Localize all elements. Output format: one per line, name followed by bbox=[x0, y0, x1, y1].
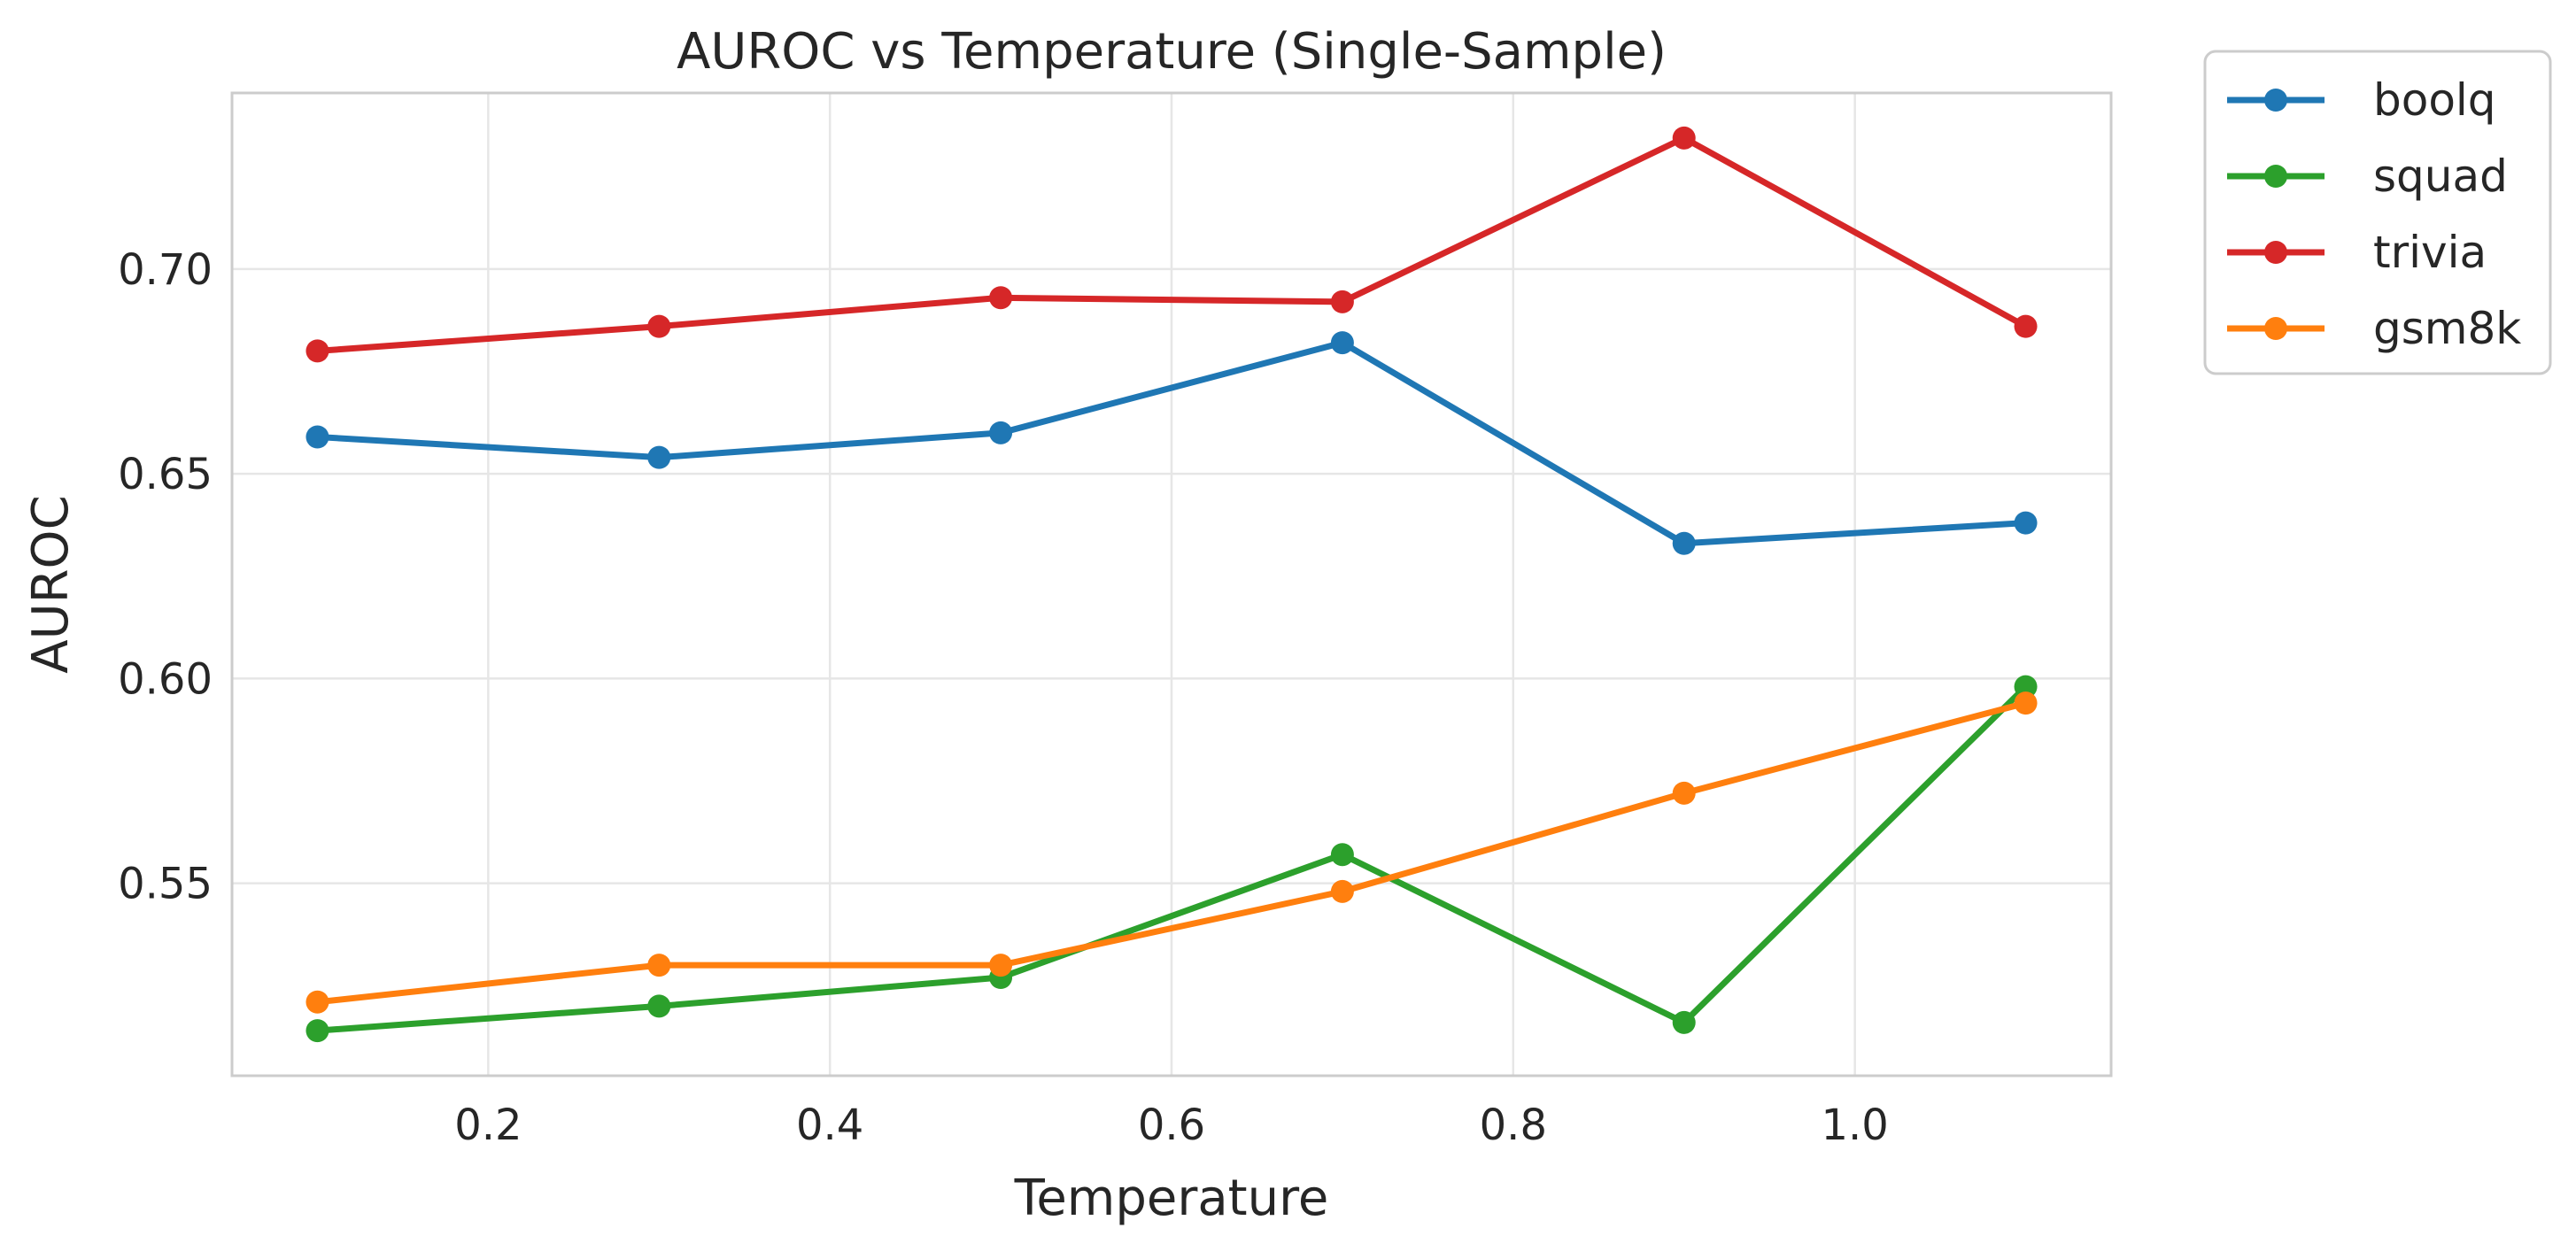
x-tick-label: 1.0 bbox=[1821, 1101, 1888, 1150]
data-point-boolq bbox=[2014, 511, 2038, 535]
data-point-squad bbox=[1672, 1010, 1696, 1034]
legend-marker-gsm8k bbox=[2264, 317, 2287, 340]
data-point-trivia bbox=[1330, 290, 1354, 313]
series-boolq bbox=[306, 331, 2038, 555]
series-layer bbox=[306, 126, 2038, 1043]
y-tick-label: 0.55 bbox=[118, 860, 213, 909]
legend-marker-trivia bbox=[2264, 241, 2287, 264]
series-trivia bbox=[306, 126, 2038, 363]
data-point-trivia bbox=[2014, 314, 2038, 338]
legend-item-trivia: trivia bbox=[2227, 227, 2487, 278]
plot-frame bbox=[230, 91, 2113, 1077]
x-tick-label: 0.8 bbox=[1480, 1101, 1547, 1150]
data-point-gsm8k bbox=[989, 954, 1013, 977]
y-tick-label: 0.60 bbox=[118, 654, 213, 704]
y-tick-label: 0.65 bbox=[118, 450, 213, 499]
data-point-gsm8k bbox=[2014, 691, 2038, 715]
legend-item-gsm8k: gsm8k bbox=[2227, 303, 2521, 354]
legend-label-boolq: boolq bbox=[2373, 74, 2496, 126]
data-point-squad bbox=[306, 1019, 329, 1043]
series-gsm8k bbox=[306, 691, 2038, 1014]
x-tick-label: 0.4 bbox=[796, 1101, 863, 1150]
data-point-boolq bbox=[306, 425, 329, 449]
data-point-boolq bbox=[1330, 331, 1354, 355]
tick-layer: 0.2 0.4 0.6 0.8 1.0 0.55 0.60 0.65 0.70 bbox=[118, 245, 1889, 1150]
data-point-gsm8k bbox=[647, 954, 671, 977]
chart-title: AUROC vs Temperature (Single-Sample) bbox=[677, 23, 1667, 81]
legend: boolq squad trivia gsm8k bbox=[2203, 50, 2552, 375]
data-point-trivia bbox=[306, 339, 329, 363]
legend-label-gsm8k: gsm8k bbox=[2373, 303, 2521, 354]
legend-label-squad: squad bbox=[2373, 151, 2508, 202]
x-tick-label: 0.6 bbox=[1138, 1101, 1205, 1150]
y-tick-label: 0.70 bbox=[118, 245, 213, 295]
series-line-gsm8k bbox=[314, 699, 2029, 1006]
series-line-squad bbox=[314, 684, 2029, 1034]
grid-layer bbox=[232, 93, 2111, 1076]
data-point-boolq bbox=[647, 445, 671, 469]
legend-marker-boolq bbox=[2264, 89, 2287, 112]
x-tick-label: 0.2 bbox=[454, 1101, 522, 1150]
data-point-boolq bbox=[989, 421, 1013, 444]
data-point-squad bbox=[647, 994, 671, 1018]
data-point-gsm8k bbox=[306, 990, 329, 1014]
legend-item-boolq: boolq bbox=[2227, 74, 2496, 126]
series-line-trivia bbox=[314, 135, 2029, 354]
legend-label-trivia: trivia bbox=[2373, 227, 2487, 278]
data-point-gsm8k bbox=[1330, 879, 1354, 903]
legend-marker-squad bbox=[2264, 165, 2287, 188]
data-point-boolq bbox=[1672, 531, 1696, 555]
data-point-trivia bbox=[989, 286, 1013, 310]
data-point-gsm8k bbox=[1672, 781, 1696, 805]
data-point-trivia bbox=[1672, 126, 1696, 150]
series-line-boolq bbox=[314, 339, 2029, 547]
legend-frame bbox=[2203, 50, 2552, 375]
y-axis-label: AUROC bbox=[22, 495, 80, 673]
data-point-trivia bbox=[647, 314, 671, 338]
data-point-squad bbox=[1330, 843, 1354, 867]
x-axis-label: Temperature bbox=[1014, 1170, 1329, 1227]
series-squad bbox=[306, 675, 2038, 1043]
data-point-squad bbox=[2014, 675, 2038, 699]
legend-item-squad: squad bbox=[2227, 151, 2508, 202]
